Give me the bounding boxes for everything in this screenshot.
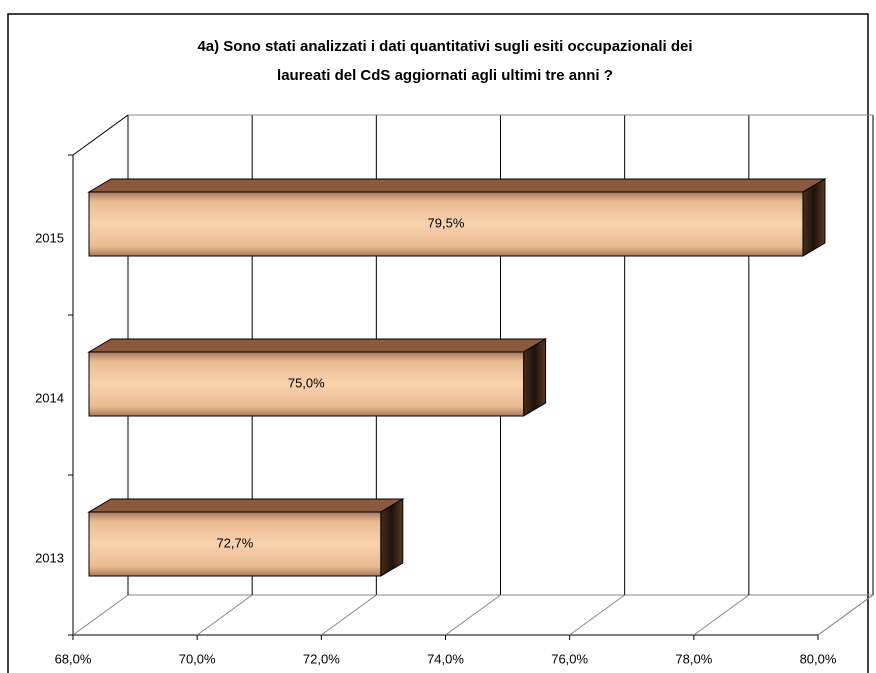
plot-area: 68,0% 70,0% 72,0% 74,0% 76,0% 78,0% 80,0% 2013 7… [35, 114, 874, 666]
y-tick-label: 2014 [35, 390, 64, 405]
grid-line [569, 594, 625, 636]
x-tick-label: 76,0% [551, 651, 588, 666]
x-tick-label: 70,0% [179, 651, 216, 666]
grid-line [693, 594, 750, 636]
y-tick-label: 2015 [35, 230, 64, 245]
x-tick-label: 72,0% [303, 651, 340, 666]
data-label: 72,7% [216, 535, 253, 550]
y-tick-label: 2013 [35, 550, 64, 565]
grid-line [196, 594, 253, 636]
bar-side [802, 178, 826, 257]
data-label: 75,0% [288, 375, 325, 390]
data-label: 79,5% [428, 215, 465, 230]
bar [87, 338, 548, 417]
bar-front [88, 351, 525, 417]
x-tick-label: 80,0% [800, 651, 837, 666]
bar-front [88, 511, 382, 577]
bar-side [380, 498, 404, 577]
x-tick-label: 74,0% [427, 651, 464, 666]
chart-title: laureati del CdS aggiornati agli ultimi … [277, 67, 613, 84]
bar [87, 498, 405, 577]
bar-top [87, 498, 405, 513]
bar-top [87, 338, 548, 353]
wall-edge [72, 114, 129, 156]
bar-front [88, 191, 804, 257]
grid-line [72, 594, 129, 636]
x-tick-label: 68,0% [55, 651, 92, 666]
bar-side [523, 338, 547, 417]
grid-line [817, 594, 874, 636]
bar [87, 178, 827, 257]
chart-title: 4a) Sono stati analizzati i dati quantit… [197, 38, 692, 55]
x-tick-label: 78,0% [675, 651, 712, 666]
grid-line [445, 594, 501, 636]
grid-line [321, 594, 377, 636]
bar-top [87, 178, 827, 193]
